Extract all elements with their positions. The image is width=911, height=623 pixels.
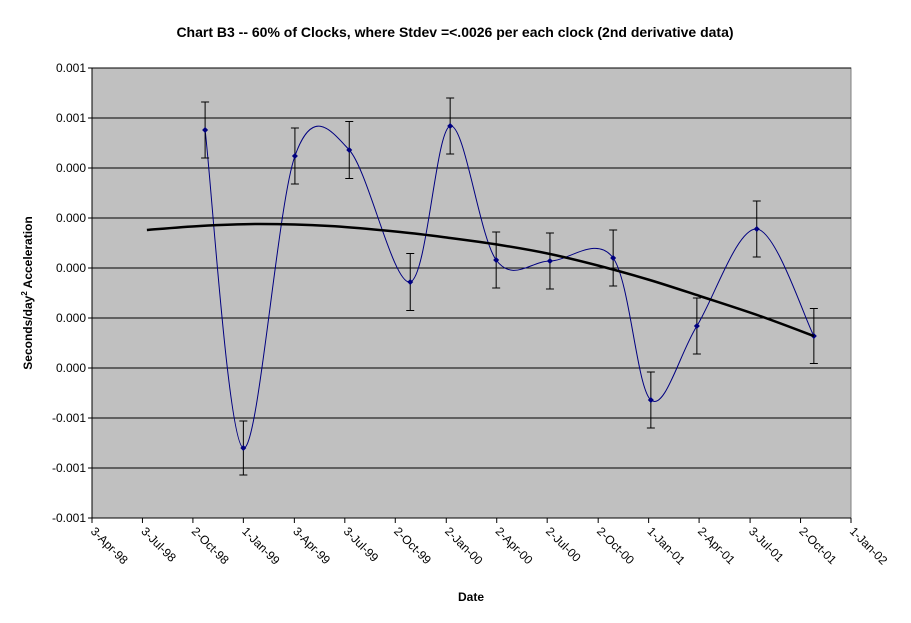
data-point	[202, 127, 209, 133]
data-point	[493, 257, 500, 263]
plot-area	[91, 67, 852, 519]
y-tick-label: 0.000	[56, 261, 86, 275]
y-tick-label: -0.001	[52, 511, 86, 525]
y-tick-label: 0.000	[56, 211, 86, 225]
y-tick-label: 0.000	[56, 161, 86, 175]
y-axis-label-text: Seconds/day	[21, 295, 35, 369]
data-point	[407, 279, 414, 285]
data-point	[753, 226, 760, 232]
data-point	[693, 323, 700, 329]
data-point	[546, 258, 553, 264]
chart-title: Chart B3 -- 60% of Clocks, where Stdev =…	[176, 24, 733, 40]
y-tick-label: 0.001	[56, 61, 86, 75]
x-axis-label: Date	[458, 590, 484, 604]
y-tick-label: -0.001	[52, 411, 86, 425]
data-point	[291, 153, 298, 159]
trendline	[146, 222, 815, 338]
y-tick-label: 0.000	[56, 361, 86, 375]
y-tick-label: -0.001	[52, 461, 86, 475]
data-line	[204, 125, 815, 449]
y-axis-label-rest: Acceleration	[21, 216, 35, 291]
y-tick-label: 0.001	[56, 111, 86, 125]
data-point	[447, 123, 454, 129]
y-axis-label-sup: 2	[20, 291, 29, 296]
data-point	[240, 445, 247, 451]
data-point	[346, 147, 353, 153]
y-tick-label: 0.000	[56, 311, 86, 325]
y-axis-label: Seconds/day2 Acceleration	[20, 216, 35, 369]
data-point	[610, 255, 617, 261]
data-point	[647, 397, 654, 403]
